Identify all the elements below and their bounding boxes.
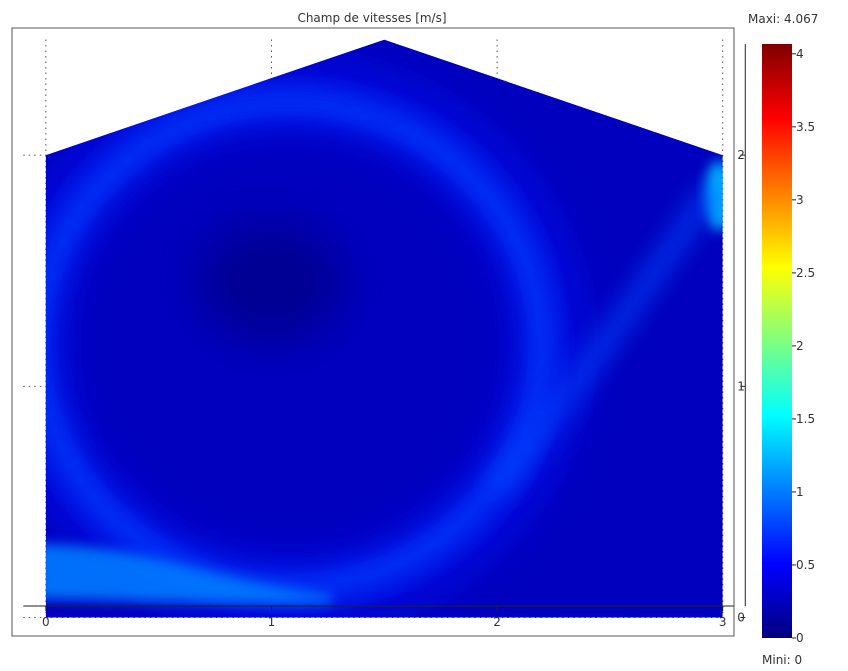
colorbar-tick-label-3: 1.5 <box>796 412 815 426</box>
x-tick-label-1: 1 <box>268 615 276 629</box>
colorbar-tick-label-0: 0 <box>796 631 804 645</box>
colorbar-tick-label-4: 2 <box>796 339 804 353</box>
field-background <box>45 39 723 618</box>
y-tick-label-2: 2 <box>737 148 745 162</box>
field-return-flow-4 <box>488 183 721 497</box>
colorbar-tick-label-8: 4 <box>796 47 804 61</box>
y-tick-label-0: 0 <box>737 611 745 625</box>
field-vortex-core-1 <box>199 222 344 343</box>
x-tick-label-3: 3 <box>719 615 727 629</box>
colorbar-tick-label-2: 1 <box>796 485 804 499</box>
colorbar-tick-label-1: 0.5 <box>796 558 815 572</box>
x-tick-label-2: 2 <box>493 615 501 629</box>
colorbar-min-label: Mini: 0 <box>762 653 802 667</box>
velocity-field <box>45 39 723 618</box>
colorbar-tick-label-7: 3.5 <box>796 120 815 134</box>
colorbar-ticks: 0 0.5 1 1.5 2 2.5 3 3.5 4 <box>792 47 815 645</box>
axes: 0 1 2 3 012 <box>23 44 746 629</box>
x-tick-label-0: 0 <box>42 615 50 629</box>
colorbar-tick-label-5: 2.5 <box>796 266 815 280</box>
colorbar-tick-label-6: 3 <box>796 193 804 207</box>
field-vortex-ring-0 <box>45 89 555 600</box>
chart-title: Champ de vitesses [m/s] <box>297 11 446 25</box>
y-tick-label-1: 1 <box>737 379 745 393</box>
field-inlet-jet-2 <box>45 543 332 604</box>
colorbar-max-label: Maxi: 4.067 <box>748 12 818 26</box>
colorbar <box>762 44 792 638</box>
